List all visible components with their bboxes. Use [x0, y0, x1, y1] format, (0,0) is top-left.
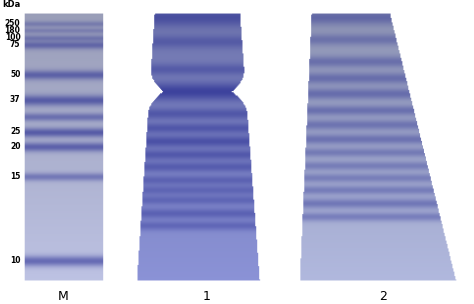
Text: 37: 37 — [10, 95, 20, 104]
Text: 2: 2 — [380, 290, 387, 303]
Text: 10: 10 — [10, 256, 20, 264]
Text: 25: 25 — [10, 127, 20, 136]
Text: 50: 50 — [10, 70, 20, 79]
Text: 100: 100 — [5, 33, 20, 43]
Text: 20: 20 — [10, 142, 20, 151]
Text: 15: 15 — [10, 172, 20, 181]
Text: kDa: kDa — [2, 0, 20, 9]
Text: 250: 250 — [5, 19, 20, 28]
Text: 180: 180 — [5, 26, 20, 35]
Text: M: M — [58, 290, 69, 303]
Text: 1: 1 — [203, 290, 211, 303]
Text: 75: 75 — [10, 40, 20, 49]
